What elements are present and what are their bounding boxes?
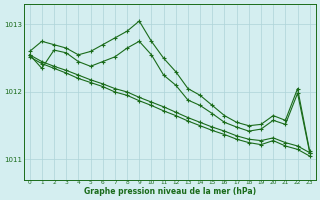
X-axis label: Graphe pression niveau de la mer (hPa): Graphe pression niveau de la mer (hPa) <box>84 187 256 196</box>
